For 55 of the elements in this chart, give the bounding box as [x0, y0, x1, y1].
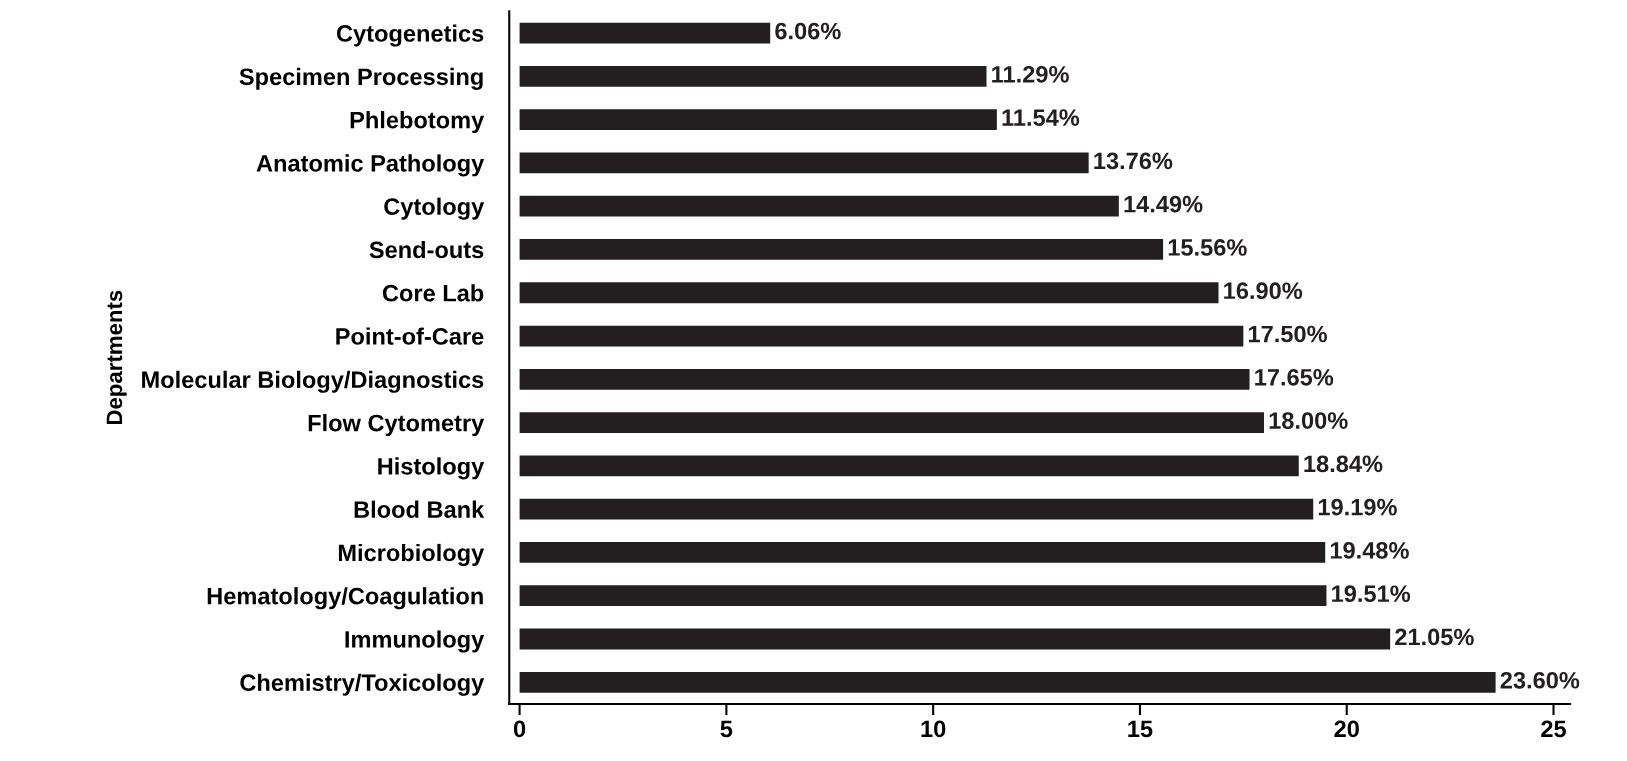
data-label: 15.56% [1168, 239, 1247, 256]
y-tick-label: Phlebotomy [350, 111, 485, 134]
data-label: 18.00% [1269, 412, 1348, 429]
bar [519, 65, 987, 87]
bar [519, 542, 1326, 563]
data-label: 17.65% [1255, 368, 1334, 386]
y-tick-label: Point-of-Care [336, 327, 484, 345]
data-label: 19.48% [1330, 542, 1409, 559]
y-tick-label: Molecular Biology/Diagnostics [142, 370, 484, 393]
y-tick-label: Blood Bank [354, 500, 485, 518]
x-tick-label: 5 [720, 720, 733, 738]
y-tick-label: Immunology [345, 630, 485, 653]
bar [519, 195, 1119, 217]
y-tick-label: Flow Cytometry [308, 414, 485, 437]
data-label: 14.49% [1124, 195, 1203, 213]
y-tick-label: Send-outs [369, 240, 484, 259]
data-label: 13.76% [1094, 152, 1173, 170]
data-label: 21.05% [1395, 628, 1474, 646]
y-tick-label: Anatomic Pathology [256, 154, 485, 177]
x-tick-label: 20 [1334, 720, 1359, 738]
x-tick-label: 0 [513, 720, 526, 738]
y-tick-label: Core Lab [382, 284, 484, 302]
x-tick-label: 15 [1128, 720, 1153, 738]
data-label: 6.06% [775, 22, 841, 40]
y-axis-title: Departments [106, 290, 127, 425]
bar [519, 22, 771, 44]
bar [519, 152, 1089, 174]
data-label: 23.60% [1500, 671, 1580, 689]
bar [519, 455, 1299, 477]
y-tick-label: Cytogenetics [336, 24, 484, 47]
bar [519, 239, 1164, 260]
bar [519, 282, 1219, 304]
data-label: 19.51% [1332, 585, 1411, 603]
y-tick-label: Chemistry/Toxicology [240, 673, 485, 696]
bar [519, 671, 1496, 693]
y-tick-label: Specimen Processing [239, 67, 483, 90]
bar [519, 325, 1244, 347]
data-label: 18.84% [1304, 455, 1383, 473]
bar [519, 368, 1250, 390]
bar [519, 585, 1327, 607]
data-label: 11.29% [992, 65, 1069, 83]
data-label: 16.90% [1224, 282, 1303, 300]
x-tick-label: 10 [921, 720, 946, 738]
data-label: 11.54% [1002, 109, 1080, 126]
y-tick-label: Cytology [384, 197, 485, 220]
data-label: 19.19% [1318, 498, 1397, 516]
y-tick-label: Microbiology [338, 543, 485, 566]
bar [519, 109, 997, 131]
bar [519, 628, 1391, 650]
x-tick-label: 25 [1541, 720, 1566, 738]
y-tick-label: Histology [378, 457, 485, 480]
y-tick-label: Hematology/Coagulation [207, 587, 483, 610]
data-label: 17.50% [1248, 325, 1327, 343]
bar [519, 412, 1265, 433]
bar [519, 498, 1314, 520]
